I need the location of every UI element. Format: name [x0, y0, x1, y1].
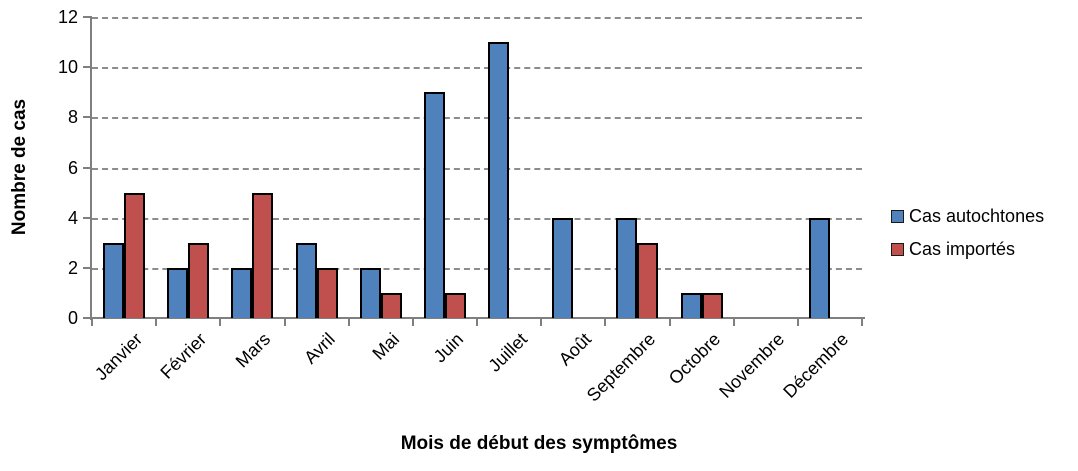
- bar-cas-importes-juin: [444, 292, 466, 318]
- bar-cas-autochtones-decembre: [808, 217, 830, 318]
- y-axis-tick: [83, 16, 92, 18]
- bar-cas-autochtones-aout: [552, 217, 574, 318]
- legend-item-cas-autochtones: Cas autochtones: [891, 206, 1044, 226]
- x-axis-tick: [283, 319, 286, 326]
- x-category-label-octobre: Octobre: [664, 329, 724, 389]
- bar-cas-importes-octobre: [701, 292, 723, 318]
- x-category-label-decembre: Décembre: [779, 329, 853, 402]
- gridline-y-10: [92, 67, 862, 70]
- bar-cas-autochtones-avril: [295, 242, 317, 318]
- y-axis-line: [90, 17, 92, 320]
- gridline-y-4: [92, 217, 862, 220]
- y-tick-label: 2: [67, 257, 78, 278]
- x-category-label-novembre: Novembre: [715, 329, 788, 402]
- y-axis-tick: [83, 66, 92, 69]
- bar-cas-importes-fevrier: [188, 242, 210, 318]
- plot-area: [92, 17, 862, 318]
- y-axis-tick: [83, 266, 92, 269]
- bar-cas-autochtones-janvier: [103, 242, 125, 318]
- gridline-y-8: [92, 117, 862, 120]
- y-axis-tick: [83, 116, 92, 119]
- bar-cas-autochtones-octobre: [680, 292, 702, 318]
- x-category-label-juillet: Juillet: [484, 329, 532, 376]
- x-axis-tick: [476, 319, 478, 326]
- y-axis-tick: [83, 317, 92, 319]
- x-category-label-avril: Avril: [300, 329, 339, 368]
- x-axis-tick: [540, 319, 543, 326]
- x-axis-tick: [732, 319, 735, 326]
- bar-cas-autochtones-juin: [423, 92, 445, 318]
- x-axis-title: Mois de début des symptômes: [400, 433, 678, 454]
- x-axis-tick: [668, 319, 671, 326]
- gridline-y-2: [92, 267, 862, 270]
- x-axis-tick: [861, 319, 863, 326]
- x-axis-tick: [411, 319, 414, 326]
- x-axis-tick: [219, 319, 222, 326]
- y-axis-tick: [83, 216, 92, 219]
- legend: Cas autochtones Cas importés: [891, 206, 1044, 272]
- x-axis-tick: [155, 319, 158, 326]
- x-category-label-septembre: Septembre: [583, 329, 660, 406]
- gridline-y-12: [92, 17, 862, 19]
- bar-cas-autochtones-mai: [359, 267, 381, 318]
- bar-cas-importes-janvier: [124, 192, 146, 318]
- x-axis-tick: [91, 319, 93, 326]
- y-axis-title: Nombre de cas: [9, 98, 30, 236]
- bar-cas-importes-avril: [316, 267, 338, 318]
- x-category-label-mars: Mars: [232, 329, 275, 372]
- x-category-label-juin: Juin: [429, 329, 468, 367]
- bar-cas-importes-septembre: [637, 242, 659, 318]
- y-axis-tick: [83, 166, 92, 169]
- y-tick-label: 0: [67, 308, 78, 328]
- bar-cas-autochtones-mars: [231, 267, 253, 318]
- x-category-label-mai: Mai: [368, 329, 403, 364]
- y-tick-label: 10: [57, 57, 78, 78]
- bar-cas-importes-mars: [252, 192, 274, 318]
- legend-label: Cas autochtones: [909, 205, 1045, 226]
- gridline-y-6: [92, 167, 862, 170]
- x-category-label-aout: Août: [555, 329, 596, 370]
- y-tick-label: 4: [67, 207, 78, 228]
- bar-cas-autochtones-juillet: [488, 42, 510, 318]
- y-tick-label: 12: [57, 7, 78, 27]
- y-tick-label: 8: [67, 107, 78, 128]
- x-axis-tick: [604, 319, 607, 326]
- legend-swatch-red-icon: [891, 242, 904, 256]
- x-category-label-fevrier: Février: [156, 329, 211, 383]
- x-axis-tick: [347, 319, 350, 326]
- y-tick-label: 6: [67, 157, 78, 178]
- bar-cas-autochtones-septembre: [616, 217, 638, 318]
- legend-label: Cas importés: [909, 238, 1016, 259]
- x-category-label-janvier: Janvier: [91, 329, 147, 385]
- legend-item-cas-importes: Cas importés: [891, 239, 1044, 259]
- legend-swatch-blue-icon: [891, 209, 904, 223]
- bar-cas-importes-mai: [380, 292, 402, 318]
- x-axis-line: [88, 317, 865, 319]
- bar-cas-autochtones-fevrier: [167, 267, 189, 318]
- x-axis-tick: [796, 319, 799, 326]
